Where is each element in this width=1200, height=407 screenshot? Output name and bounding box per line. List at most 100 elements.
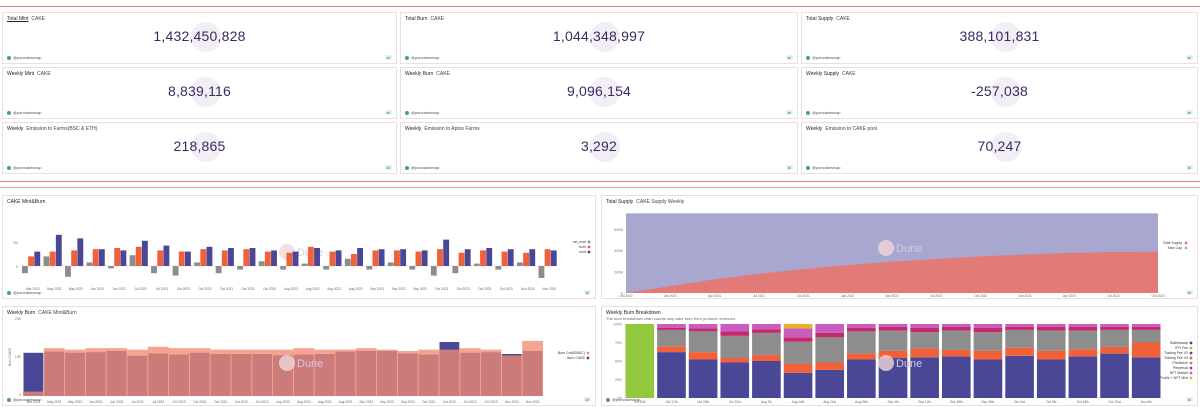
x-tick-label: Oct 2023 bbox=[177, 287, 190, 291]
supply-panel: Total Supply CAKE Supply Weekly 600M 400M 2… bbox=[601, 195, 1198, 299]
legend-label: Trading Fee V3 bbox=[1164, 356, 1188, 360]
y-tick-label: 50% bbox=[615, 360, 622, 364]
bar-net_mint bbox=[301, 263, 308, 266]
x-tick-label: Aug 2023 bbox=[306, 287, 320, 291]
breakdown-chart: 100% 75% 50% 25% 0% Oct 10th Oct 17th Oct 24th O… bbox=[613, 323, 1193, 404]
bar-mint bbox=[55, 234, 62, 266]
bar-nft-market bbox=[1100, 324, 1129, 327]
bar-burn bbox=[307, 246, 314, 266]
x-tick-label: Oct 2023 bbox=[464, 400, 477, 404]
counter-tag[interactable]: ⇄ bbox=[785, 55, 793, 60]
x-tick-label: Aug 14th bbox=[792, 400, 805, 404]
bar-net_mint bbox=[22, 266, 28, 274]
bar-prediction bbox=[688, 331, 718, 353]
x-tick-label: Sep 2023 bbox=[359, 400, 373, 404]
bar-net_mint bbox=[430, 266, 437, 276]
bar-net_mint bbox=[65, 266, 71, 277]
watermark-icon bbox=[990, 132, 1021, 162]
x-tick-label: Aug 2023 bbox=[349, 287, 363, 291]
bar-mint bbox=[529, 249, 536, 266]
bar-burn bbox=[114, 248, 121, 266]
legend-swatch bbox=[1189, 366, 1193, 370]
bar-trading-fee-v2 bbox=[1100, 353, 1129, 398]
counter-value: 1,432,450,828 bbox=[153, 28, 246, 44]
bar-burn-cake bbox=[23, 352, 44, 396]
counter-tag[interactable]: ⇄ bbox=[1185, 165, 1193, 170]
x-tick-label: Oct 2023 bbox=[478, 287, 491, 291]
bar-burn bbox=[544, 249, 551, 266]
bar-net_mint bbox=[258, 261, 265, 266]
counter-card: Total Mint CAKE 1,432,450,828 @pancakeswap ⇄ bbox=[2, 12, 397, 64]
legend-label: Perpetual bbox=[1173, 366, 1188, 370]
legend-label: NFT Market bbox=[1170, 371, 1188, 375]
counter-tag[interactable]: ⇄ bbox=[785, 110, 793, 115]
bar-mint bbox=[77, 238, 84, 266]
author-dot-icon bbox=[7, 290, 11, 295]
bar-mint bbox=[378, 249, 385, 266]
supply-tag[interactable]: ⇄ bbox=[1185, 290, 1193, 295]
divider-top bbox=[0, 6, 1200, 7]
x-tick-label: Oct 2023 bbox=[443, 400, 456, 404]
bar-trading-fee-v3 bbox=[847, 353, 876, 360]
author-dot-icon bbox=[7, 110, 11, 115]
x-tick-label: Aug 2023 bbox=[318, 400, 332, 404]
bar-mint bbox=[464, 249, 471, 266]
counter-tag[interactable]: ⇄ bbox=[384, 165, 392, 170]
counter-tag[interactable]: ⇄ bbox=[384, 110, 392, 115]
supply-title: Total Supply CAKE Supply Weekly bbox=[606, 199, 685, 205]
counter-author: @pancakeswap bbox=[7, 165, 42, 170]
mint-burn-tag[interactable]: ⇄ bbox=[583, 290, 591, 295]
bar-trading-fee-v2 bbox=[783, 372, 813, 398]
counter-value: 218,865 bbox=[173, 138, 226, 154]
bar-trading-fee-v2 bbox=[910, 357, 939, 398]
counter-title: Weekly Mint CAKE bbox=[7, 71, 51, 77]
breakdown-tag[interactable]: ⇄ bbox=[1185, 397, 1193, 402]
weekly-burn-author: @pancakeswap bbox=[7, 397, 42, 402]
counter-tag[interactable]: ⇄ bbox=[1185, 55, 1193, 60]
bar-nft-market bbox=[657, 324, 686, 328]
bar-trading-fee-v2 bbox=[720, 362, 750, 398]
bar-prediction bbox=[910, 332, 939, 349]
bar-perpetual bbox=[1005, 326, 1034, 330]
x-tick-label: Oct 2023 bbox=[500, 287, 513, 291]
bar-trading-fee-v3 bbox=[783, 363, 813, 373]
y-tick-label: 100% bbox=[613, 323, 622, 327]
x-tick-label: Apr 2021 bbox=[708, 294, 721, 298]
counter-tag[interactable]: ⇄ bbox=[1185, 110, 1193, 115]
x-tick-label: Apr 2023 bbox=[1063, 294, 1076, 298]
author-dot-icon bbox=[806, 110, 810, 115]
x-tick-label: Jul 2023 bbox=[1108, 294, 1120, 298]
bar-net_mint bbox=[194, 262, 201, 266]
x-tick-label: Aug 2023 bbox=[339, 400, 353, 404]
x-tick-label: May 2023 bbox=[68, 400, 82, 404]
author-dot-icon bbox=[7, 397, 11, 402]
weekly-burn-tag[interactable]: ⇄ bbox=[583, 397, 591, 402]
counter-value: 9,096,154 bbox=[566, 83, 632, 99]
author-dot-icon bbox=[606, 397, 610, 402]
bar-trading-fee-v3 bbox=[941, 349, 971, 357]
bar-prediction bbox=[1036, 330, 1066, 351]
counter-value: -257,038 bbox=[971, 83, 1028, 99]
bar-perpetual bbox=[815, 332, 845, 338]
counter-tag[interactable]: ⇄ bbox=[384, 55, 392, 60]
bar-trading-fee-v3 bbox=[1131, 342, 1161, 358]
dune-watermark: Dune bbox=[896, 243, 922, 255]
counter-author: @pancakeswap bbox=[405, 165, 440, 170]
legend-swatch bbox=[1189, 361, 1193, 365]
x-tick-label: Oct 2023 bbox=[422, 400, 435, 404]
x-tick-label: Aug 28th bbox=[855, 400, 868, 404]
area-total-supply bbox=[626, 251, 1158, 293]
bar-mint bbox=[314, 248, 320, 266]
bar-mint bbox=[249, 248, 256, 266]
bar-net_mint bbox=[215, 266, 222, 274]
legend-label: IFO Fee bbox=[1175, 346, 1188, 350]
x-tick-label: May 2023 bbox=[47, 287, 61, 291]
bar-mint bbox=[550, 250, 557, 266]
dune-logo-icon bbox=[279, 355, 295, 371]
bar-net_mint bbox=[323, 266, 330, 270]
author-dot-icon bbox=[806, 55, 810, 60]
x-tick-label: Aug 2023 bbox=[327, 287, 341, 291]
counter-tag[interactable]: ⇄ bbox=[785, 165, 793, 170]
x-tick-label: Oct 2023 bbox=[485, 400, 498, 404]
dune-logo-icon bbox=[878, 355, 894, 371]
